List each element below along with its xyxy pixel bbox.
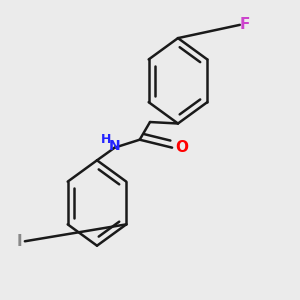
Text: H: H xyxy=(101,133,112,146)
Text: F: F xyxy=(240,17,250,32)
Text: O: O xyxy=(176,140,189,155)
Text: N: N xyxy=(109,139,121,153)
Text: I: I xyxy=(16,234,22,249)
